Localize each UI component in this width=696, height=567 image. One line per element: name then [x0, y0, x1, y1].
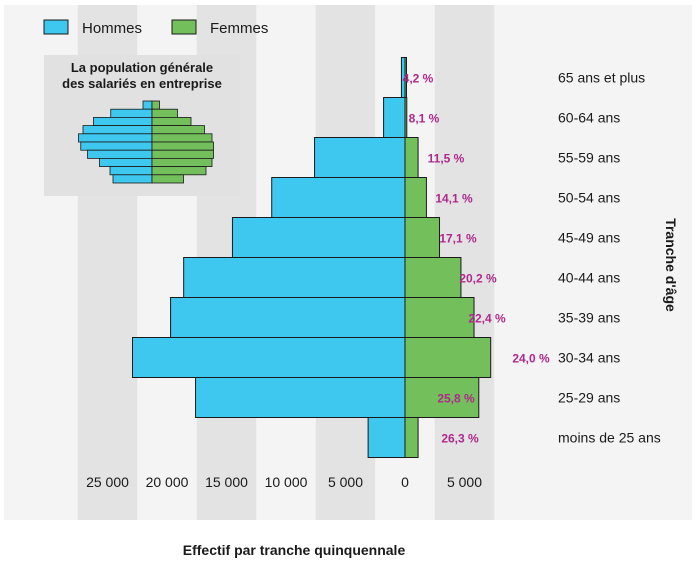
inset-panel: La population générale des salariés en e…	[44, 55, 240, 196]
bar-hommes	[195, 377, 406, 418]
bar-femmes	[404, 337, 492, 378]
inset-bar-hommes	[78, 133, 153, 143]
inset-bar-hommes	[142, 100, 153, 110]
bar-femmes	[404, 57, 407, 98]
inset-bar-hommes	[109, 166, 153, 176]
category-label: 45-49 ans	[558, 230, 620, 246]
bar-hommes	[314, 137, 406, 178]
inset-bar-hommes	[87, 149, 153, 159]
bar-label: 22,4 %	[468, 312, 506, 326]
inset-bar-femmes	[151, 157, 213, 167]
x-tick-label: 15 000	[205, 474, 248, 490]
bar-hommes	[231, 217, 406, 258]
inset-bar-femmes	[151, 125, 205, 135]
bar-femmes	[404, 417, 419, 458]
bar-label: 11,5 %	[428, 152, 465, 166]
category-label: 50-54 ans	[558, 190, 620, 206]
legend-swatch-femmes	[171, 19, 197, 35]
category-label: 40-44 ans	[558, 270, 620, 286]
inset-bar-femmes	[151, 117, 192, 127]
legend-swatch-hommes	[43, 19, 69, 35]
x-tick-label: 10 000	[265, 474, 308, 490]
inset-bar-femmes	[151, 133, 213, 143]
x-tick-label: 0	[401, 474, 409, 490]
bar-femmes	[404, 257, 462, 298]
x-tick-label: 20 000	[146, 474, 189, 490]
x-tick-label: 5 000	[447, 474, 482, 490]
bar-femmes	[404, 177, 427, 218]
legend-label-femmes: Femmes	[210, 20, 268, 37]
bar-label: 4,2 %	[403, 72, 434, 86]
bar-hommes	[170, 297, 406, 338]
bar-femmes	[404, 97, 408, 138]
inset-bar-hommes	[82, 125, 153, 135]
inset-title-line1: La population générale	[71, 60, 213, 75]
bar-label: 8,1 %	[409, 112, 440, 126]
inset-bar-femmes	[151, 108, 178, 118]
category-label: 35-39 ans	[558, 310, 620, 326]
bar-label: 17,1 %	[439, 232, 477, 246]
category-label: moins de 25 ans	[558, 430, 661, 446]
inset-bar-femmes	[151, 100, 160, 110]
category-label: 25-29 ans	[558, 390, 620, 406]
inset-bar-hommes	[80, 141, 153, 151]
bar-label: 25,8 %	[437, 392, 475, 406]
bar-hommes	[131, 337, 406, 378]
bar-hommes	[383, 97, 406, 138]
bar-femmes	[404, 137, 419, 178]
x-tick-label: 5 000	[328, 474, 363, 490]
bar-label: 20,2 %	[459, 272, 497, 286]
bar-label: 26,3 %	[441, 432, 479, 446]
category-label: 30-34 ans	[558, 350, 620, 366]
legend-label-hommes: Hommes	[82, 20, 142, 37]
legend: Hommes Femmes	[43, 19, 268, 37]
inset-bar-hommes	[112, 174, 153, 184]
bar-hommes	[367, 417, 406, 458]
bar-hommes	[183, 257, 406, 298]
bar-label: 14,1 %	[435, 192, 473, 206]
inset-bar-femmes	[151, 141, 214, 151]
inset-bar-femmes	[151, 166, 207, 176]
inset-title-line2: des salariés en entreprise	[62, 76, 222, 91]
bar-label: 24,0 %	[512, 352, 550, 366]
category-label: 65 ans et plus	[558, 70, 645, 86]
inset-bar-hommes	[110, 108, 153, 118]
bar-femmes	[404, 217, 441, 258]
inset-bar-femmes	[151, 174, 184, 184]
inset-bar-hommes	[99, 157, 153, 167]
category-label: 60-64 ans	[558, 110, 620, 126]
bar-hommes	[271, 177, 406, 218]
inset-bar-hommes	[93, 117, 153, 127]
x-tick-label: 25 000	[86, 474, 129, 490]
category-label: 55-59 ans	[558, 150, 620, 166]
inset-bar-femmes	[151, 149, 214, 159]
y-axis-title: Tranche d'âge	[663, 218, 679, 312]
bar-femmes	[404, 297, 475, 338]
x-axis-title: Effectif par tranche quinquennale	[183, 542, 406, 558]
